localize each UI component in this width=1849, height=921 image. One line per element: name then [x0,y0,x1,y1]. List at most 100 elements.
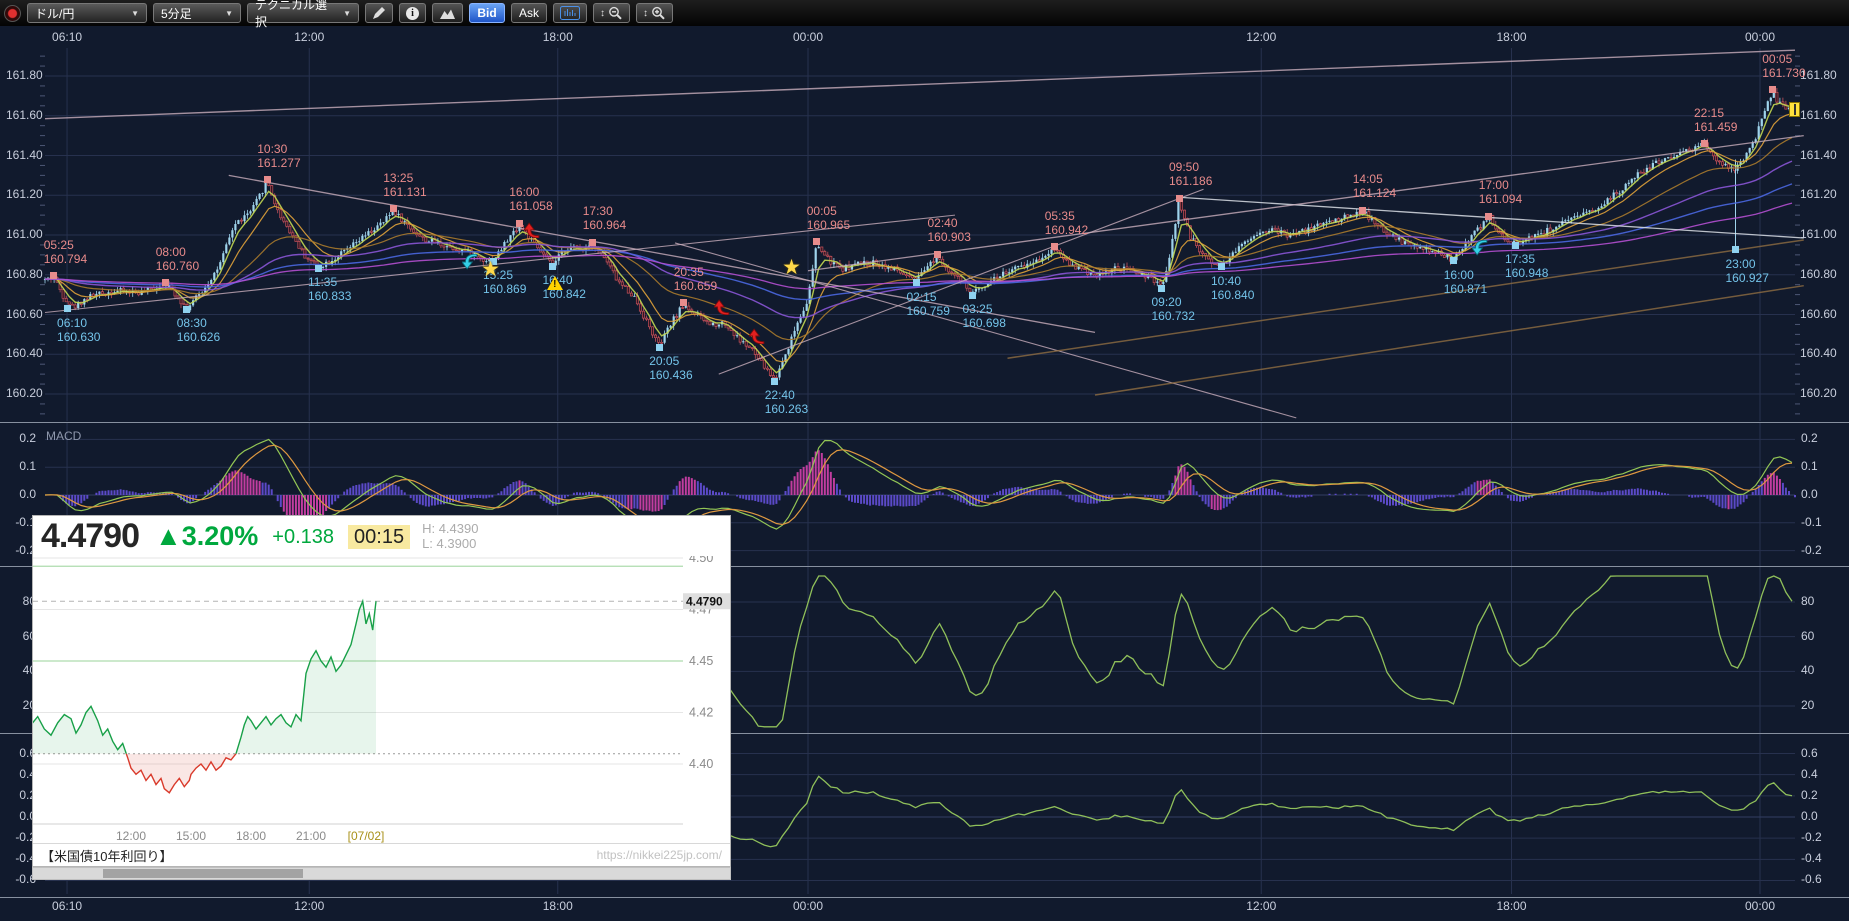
osc-axis-label-left: 0.2 [19,787,36,802]
vertical-arrows-icon: ↕ [600,7,605,19]
bond-yield-change-percent: ▲3.20% [155,521,259,551]
swing-annotation: 16:00 161.058 [509,185,553,214]
osc-axis-label-right: 0.6 [1801,745,1818,760]
bond-yield-change: +0.138 [272,526,335,548]
bond-yield-low: L: 4.3900 [422,536,477,551]
star-signal-icon: ★ [481,257,500,281]
swing-marker [314,264,322,272]
technical-select-label: テクニカル選択 [255,0,328,29]
swing-marker [162,279,170,287]
swing-marker [489,257,497,265]
price-axis-label-right: 161.00 [1800,227,1837,241]
swing-marker [913,279,920,287]
time-axis-label-top: 12:00 [1246,30,1277,44]
draw-tool-button[interactable] [365,3,393,23]
spectrum-icon [560,6,580,20]
swing-annotation: 11:35 160.833 [308,275,352,304]
main-candlestick-chart[interactable] [0,26,1849,422]
swing-marker [589,238,597,246]
swing-marker [1175,194,1183,202]
timeframe-select[interactable]: 5分足 ▼ [153,3,241,23]
svg-text:4.42: 4.42 [689,706,713,720]
bond-yield-header: 4.4790 ▲3.20% +0.138 00:15 H: 4.4390 L: … [33,516,730,556]
chevron-down-icon: ▼ [343,8,351,18]
panel-separator [0,733,1849,734]
ask-button[interactable]: Ask [511,3,547,23]
svg-text:21:00: 21:00 [296,829,326,843]
price-axis-label-left: 161.60 [6,107,43,122]
buy-arrow-icon [713,299,730,316]
technical-select-button[interactable]: テクニカル選択 ▼ [247,0,359,29]
overlay-scrollbar-thumb[interactable] [103,869,303,878]
indicator-window-button[interactable] [553,3,587,23]
panel-separator [0,422,1849,423]
svg-text:15:00: 15:00 [176,829,206,843]
svg-text:18:00: 18:00 [236,829,266,843]
swing-marker [389,205,397,213]
swing-marker [1450,257,1458,265]
time-axis-label-bottom: 00:00 [792,899,824,913]
swing-marker [263,176,271,184]
panel-separator [0,897,1849,898]
price-axis-label-left: 160.60 [6,306,43,321]
swing-annotation: 20:35 160.659 [673,264,718,293]
price-axis-label-left: 161.00 [6,227,43,241]
swing-annotation: 00:05 161.730 [1762,51,1806,80]
swing-annotation: 14:05 161.124 [1352,172,1397,201]
swing-marker [771,377,779,385]
svg-text:[07/02]: [07/02] [348,829,385,843]
macd-axis-label-right: 0.1 [1801,459,1818,474]
swing-annotation: 03:25 160.698 [962,302,1006,331]
swing-annotation: 23:00 160.927 [1725,256,1769,285]
time-axis-label-bottom: 06:10 [52,899,83,913]
buy-arrow-icon [522,222,540,239]
osc-axis-label-left: 0.0 [19,809,36,823]
price-axis-label-left: 161.40 [6,147,43,162]
swing-annotation: 15:25 160.869 [483,268,527,297]
macd-axis-label-left: -0.1 [15,514,36,529]
swing-annotation: 05:35 160.942 [1044,208,1089,237]
rsi-axis-label-right: 40 [1801,663,1815,678]
swing-annotation: 20:05 160.436 [649,354,693,383]
zoom-out-icon [609,6,622,20]
overlay-horizontal-scrollbar[interactable] [32,867,731,880]
ask-label: Ask [518,6,539,20]
osc-axis-label-right: -0.4 [1801,851,1822,866]
vertical-arrows-icon: ↕ [643,7,648,19]
panel-separator [0,566,1849,567]
bond-yield-footer: 【米国債10年利回り】 https://nikkei225jp.com/ [33,843,730,866]
info-button[interactable]: i [399,3,426,23]
zoom-in-button[interactable]: ↕ [636,3,673,23]
swing-marker [1732,246,1739,253]
symbol-select[interactable]: ドル/円 ▼ [27,3,147,23]
swing-marker [1051,243,1059,251]
svg-text:4.4790: 4.4790 [686,594,723,608]
time-axis-label-bottom: 12:00 [1246,899,1277,913]
swing-annotation: 10:40 160.840 [1211,273,1255,302]
osc-axis-label-right: 0.4 [1801,766,1818,781]
price-axis-label-right: 160.80 [1800,266,1837,281]
swing-annotation: 09:20 160.732 [1151,295,1195,324]
swing-marker [1511,241,1519,249]
time-axis-label-top: 00:00 [792,30,824,44]
time-axis-label-top: 00:00 [1744,30,1776,44]
bond-yield-watermark: https://nikkei225jp.com/ [596,848,722,862]
swing-marker [515,219,523,227]
osc-axis-label-right: 0.0 [1801,809,1818,823]
time-axis-label-bottom: 18:00 [1496,899,1527,913]
osc-axis-label-right: -0.2 [1801,830,1822,845]
sell-arrow-icon [461,253,478,270]
buy-arrow-icon [748,328,765,345]
bond-yield-price: 4.4790 [41,517,140,555]
swing-marker [63,305,71,313]
swing-annotation: 17:00 161.094 [1478,178,1523,207]
time-axis-label-top: 18:00 [1496,30,1527,44]
zoom-out-button[interactable]: ↕ [593,3,630,23]
macd-panel-chart[interactable] [0,423,1849,566]
swing-marker [549,262,556,270]
bid-button[interactable]: Bid [469,3,505,23]
chart-style-button[interactable] [432,3,463,23]
macd-axis-label-left: 0.0 [19,487,36,501]
bond-yield-overlay-window: 4.4790 ▲3.20% +0.138 00:15 H: 4.4390 L: … [32,515,731,867]
